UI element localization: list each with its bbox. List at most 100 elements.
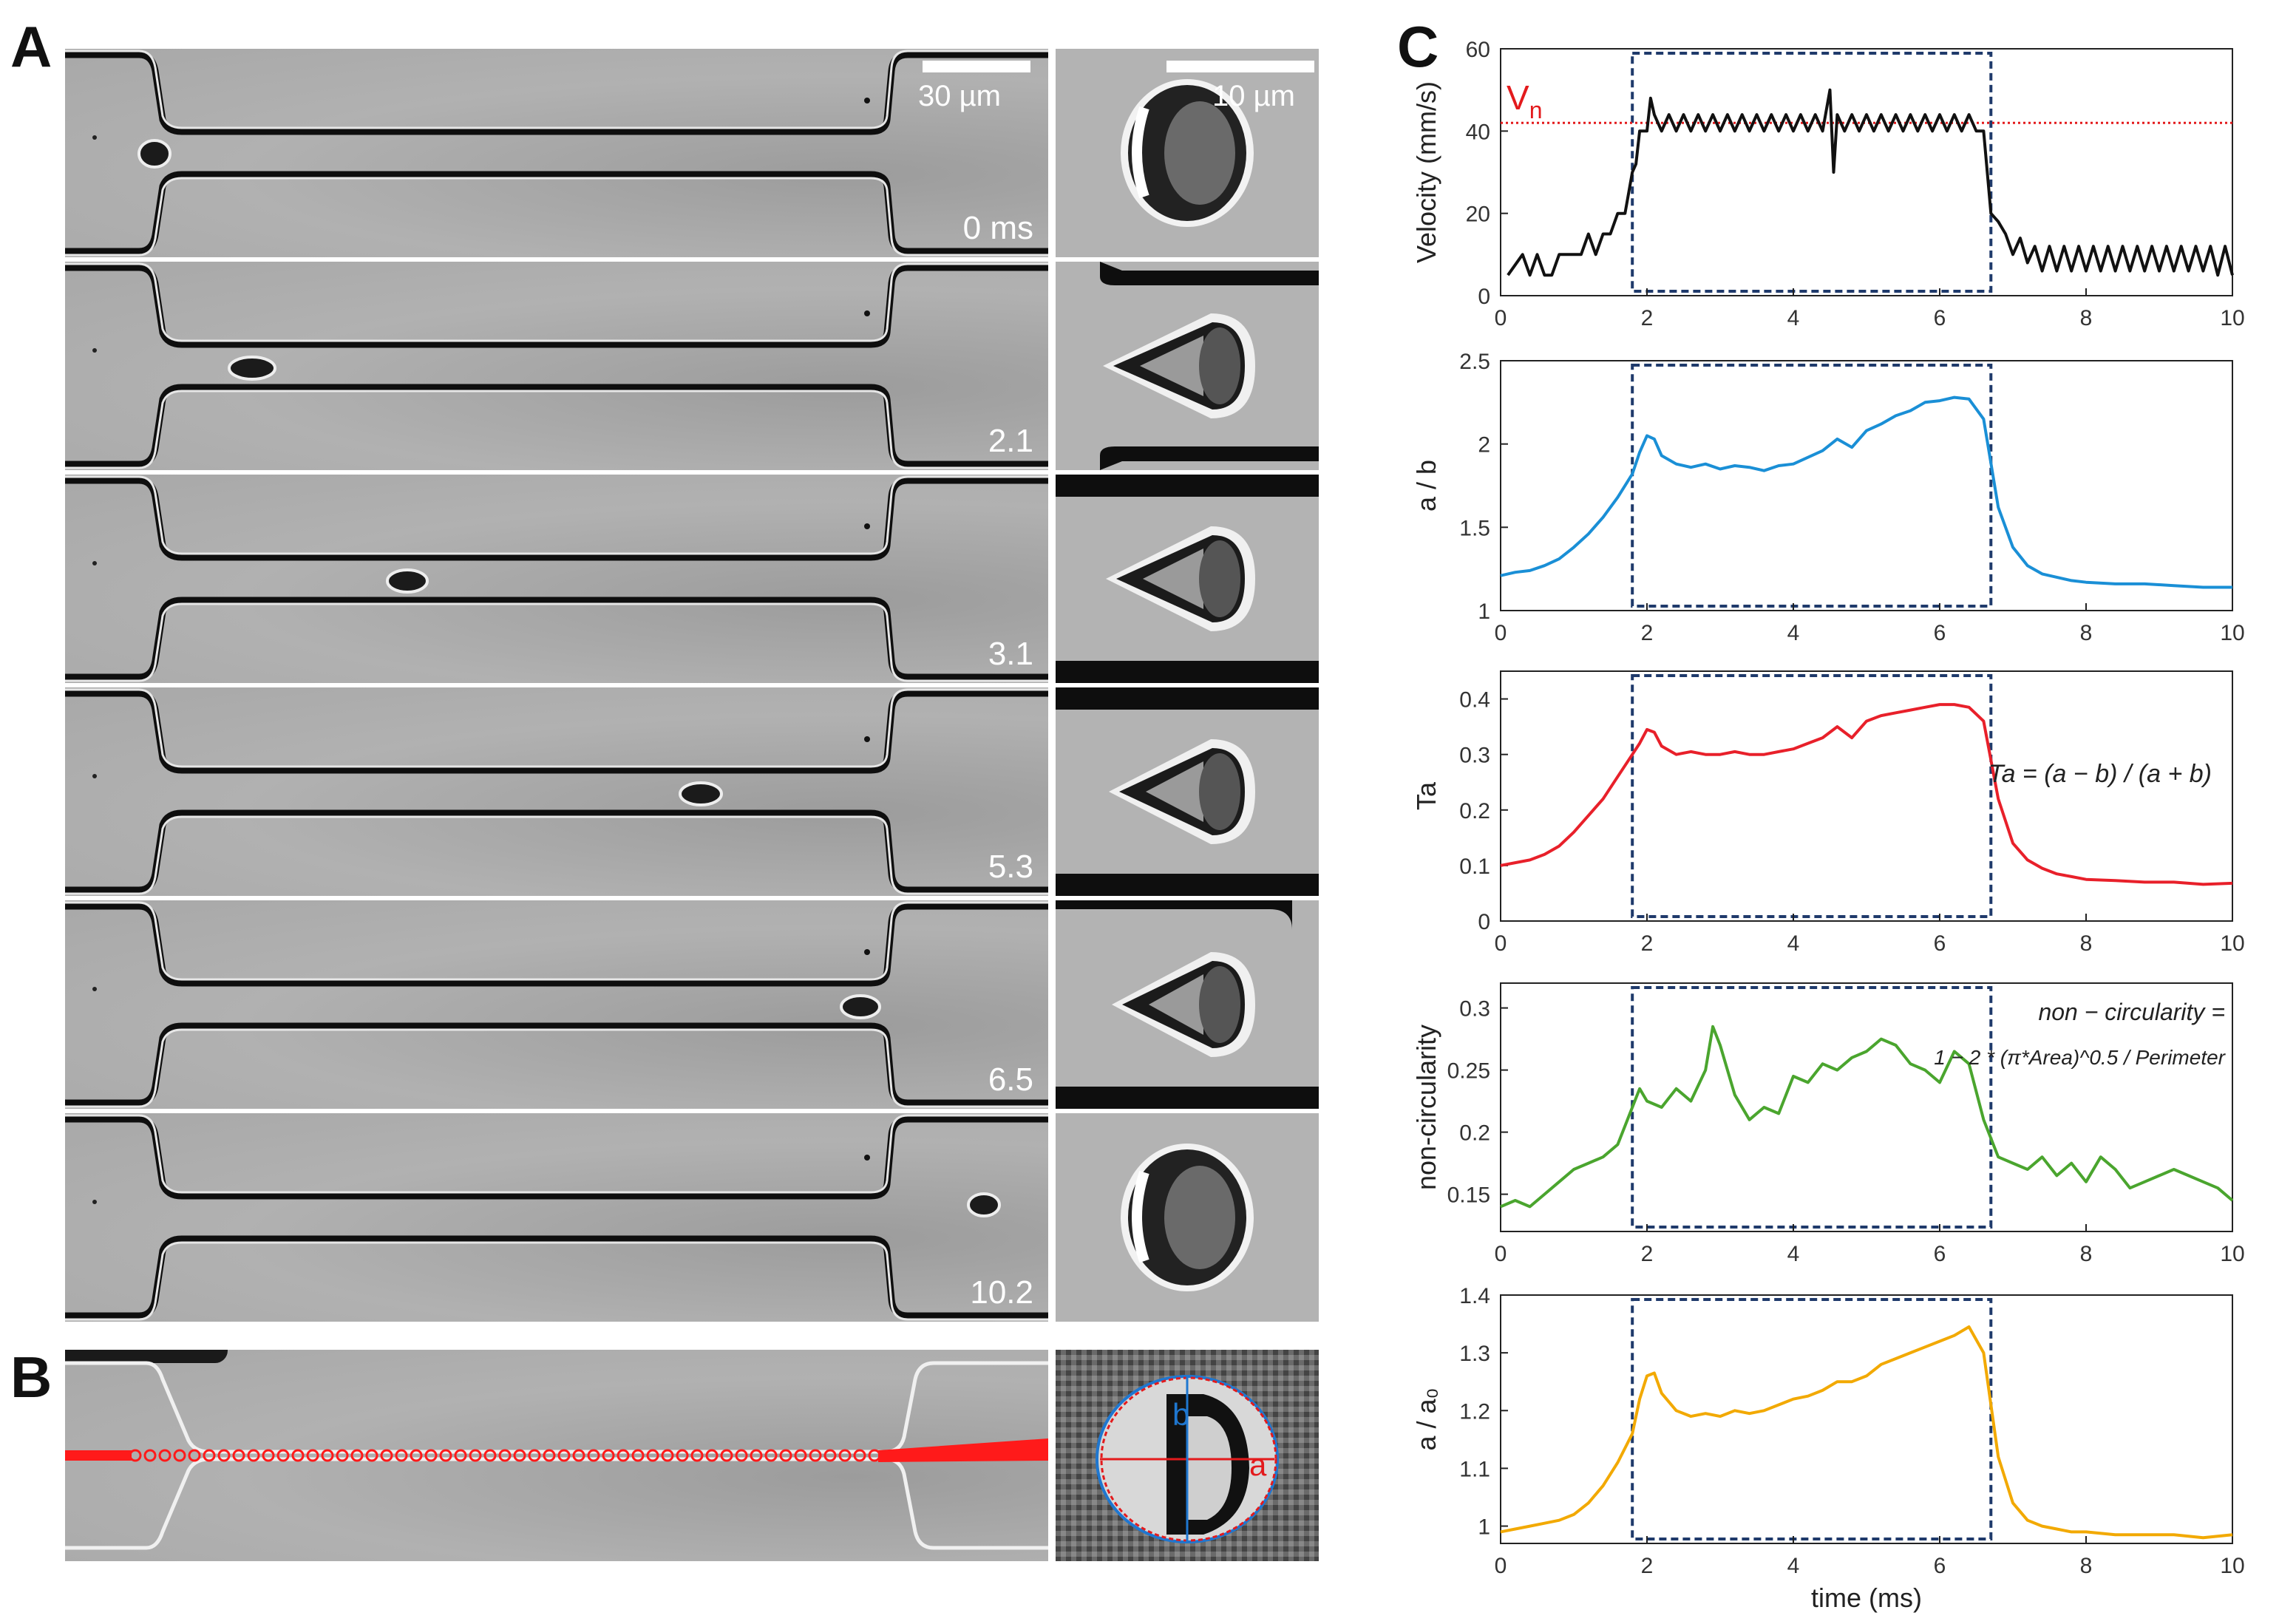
y-tick-label: 2.5 <box>1459 350 1490 374</box>
x-tick-label: 0 <box>1495 1242 1507 1266</box>
frame-time-label: 0 ms <box>962 210 1033 246</box>
x-tick-label: 0 <box>1495 1554 1507 1578</box>
cell-zoom-frame <box>1056 687 1319 896</box>
analysis-window <box>1631 364 1993 608</box>
y-tick-label: 1 <box>1478 599 1490 624</box>
y-tick-label: 0.2 <box>1459 799 1490 823</box>
y-tick-label: 0.25 <box>1447 1059 1490 1084</box>
x-tick-label: 8 <box>2080 621 2093 645</box>
axis-label-a: a <box>1249 1447 1267 1482</box>
channel-frame: 6.5 <box>65 900 1048 1109</box>
chart-3: 0 2 4 6 8 10 0.15 0.2 0.25 0.3 non-circularity non … <box>1411 982 2245 1266</box>
y-tick-label: 0.15 <box>1447 1183 1490 1208</box>
analysis-window <box>1631 674 1993 918</box>
y-tick-label: 0.3 <box>1459 997 1490 1022</box>
x-tick-label: 10 <box>2220 1554 2244 1578</box>
x-tick-label: 2 <box>1641 306 1654 330</box>
y-tick-label: 2 <box>1478 433 1490 458</box>
channel-frame: 10.2 <box>65 1113 1048 1322</box>
formula-text: Ta = (a − b) / (a + b) <box>1988 760 2212 788</box>
formula-line-2: 1 − 2 * (π*Area)^0.5 / Perimeter <box>1934 1046 2226 1069</box>
y-tick-label: 40 <box>1466 120 1490 144</box>
cell-zoom-frame <box>1056 900 1319 1109</box>
cell-zoom-frame <box>1056 475 1319 683</box>
panel-letter-b: B <box>10 1345 52 1410</box>
y-tick-label: 1.2 <box>1459 1399 1490 1424</box>
formula-line-1: non − circularity = <box>2038 999 2225 1025</box>
x-tick-label: 4 <box>1787 306 1800 330</box>
scale-bar-zoom <box>1166 61 1314 72</box>
x-tick-label: 6 <box>1934 1554 1946 1578</box>
axis-label-b: b <box>1172 1397 1189 1432</box>
x-tick-label: 8 <box>2080 1242 2093 1266</box>
y-axis-label: a / a₀ <box>1411 1388 1441 1451</box>
series-line <box>1500 1325 2233 1540</box>
chart-1: 0 2 4 6 8 10 1 1.5 2 2.5 a / b <box>1411 350 2245 645</box>
channel-frame: 3.1 <box>65 475 1048 683</box>
plot-frame <box>1500 1294 2233 1544</box>
y-tick-label: 20 <box>1466 203 1490 227</box>
plot-frame <box>1500 670 2233 922</box>
cell-zoom-frame <box>1056 1113 1319 1322</box>
scale-label-zoom: 10 µm <box>1212 80 1295 112</box>
y-tick-label: 0.2 <box>1459 1121 1490 1146</box>
series-line <box>1500 395 2232 589</box>
x-tick-label: 8 <box>2080 1554 2093 1578</box>
y-axis-label: non-circularity <box>1411 1025 1441 1190</box>
series-line <box>1500 1025 2234 1209</box>
cell-zoom-frame <box>1056 262 1319 470</box>
channel-frame: 2.1 <box>65 262 1048 470</box>
cell-zoom-frame <box>1056 49 1319 257</box>
x-tick-label: 4 <box>1787 931 1800 956</box>
x-tick-label: 6 <box>1934 1242 1946 1266</box>
x-tick-label: 2 <box>1641 621 1654 645</box>
y-tick-label: 0.4 <box>1459 688 1490 713</box>
scale-label-main: 30 µm <box>918 80 1001 112</box>
plot-frame <box>1500 360 2233 611</box>
frame-time-label: 5.3 <box>988 849 1033 885</box>
x-tick-label: 10 <box>2220 931 2244 956</box>
y-tick-label: 1.4 <box>1459 1284 1490 1308</box>
plot-frame <box>1500 982 2233 1232</box>
x-tick-label: 2 <box>1641 931 1654 956</box>
x-tick-label: 4 <box>1787 1554 1800 1578</box>
y-tick-label: 60 <box>1466 38 1490 62</box>
y-tick-label: 0.3 <box>1459 744 1490 768</box>
x-tick-label: 10 <box>2220 1242 2244 1266</box>
x-tick-label: 8 <box>2080 306 2093 330</box>
x-tick-label: 2 <box>1641 1554 1654 1578</box>
plot-frame <box>1500 48 2233 296</box>
panel-letter-a: A <box>10 14 52 79</box>
y-tick-label: 1 <box>1478 1515 1490 1540</box>
x-tick-label: 6 <box>1934 931 1946 956</box>
x-tick-label: 10 <box>2220 621 2244 645</box>
analysis-window <box>1631 52 1993 293</box>
y-axis-label: Ta <box>1411 781 1441 810</box>
y-axis-label: a / b <box>1411 460 1441 512</box>
frame-time-label: 3.1 <box>988 636 1033 672</box>
vn-annotation: Vn <box>1507 78 1542 123</box>
y-tick-label: 1.3 <box>1459 1342 1490 1366</box>
chart-2: 0 2 4 6 8 10 0 0.1 0.2 0.3 0.4 Ta Ta = (a − b) / (a … <box>1411 670 2245 956</box>
analysis-window <box>1631 1298 1993 1540</box>
series-line <box>1500 703 2233 886</box>
x-tick-label: 10 <box>2220 306 2244 330</box>
x-tick-label: 4 <box>1787 621 1800 645</box>
series-line <box>1507 88 2234 277</box>
y-tick-label: 1.1 <box>1459 1457 1490 1481</box>
x-tick-label: 4 <box>1787 1242 1800 1266</box>
channel-frame: 0 ms <box>65 49 1048 257</box>
x-tick-label: 0 <box>1495 931 1507 956</box>
panel-b-trajectory-image <box>65 1350 1048 1561</box>
frame-time-label: 2.1 <box>988 423 1033 459</box>
chart-4: 0 2 4 6 8 10 1 1.1 1.2 1.3 1.4 a / a₀ time (ms) <box>1411 1284 2245 1613</box>
x-tick-label: 0 <box>1495 306 1507 330</box>
y-tick-label: 0.1 <box>1459 855 1490 879</box>
x-tick-label: 2 <box>1641 1242 1654 1266</box>
frame-time-label: 6.5 <box>988 1061 1033 1098</box>
y-tick-label: 1.5 <box>1459 516 1490 540</box>
x-tick-label: 6 <box>1934 306 1946 330</box>
panel-letter-c: C <box>1397 14 1439 79</box>
y-axis-label: Velocity (mm/s) <box>1411 81 1441 263</box>
